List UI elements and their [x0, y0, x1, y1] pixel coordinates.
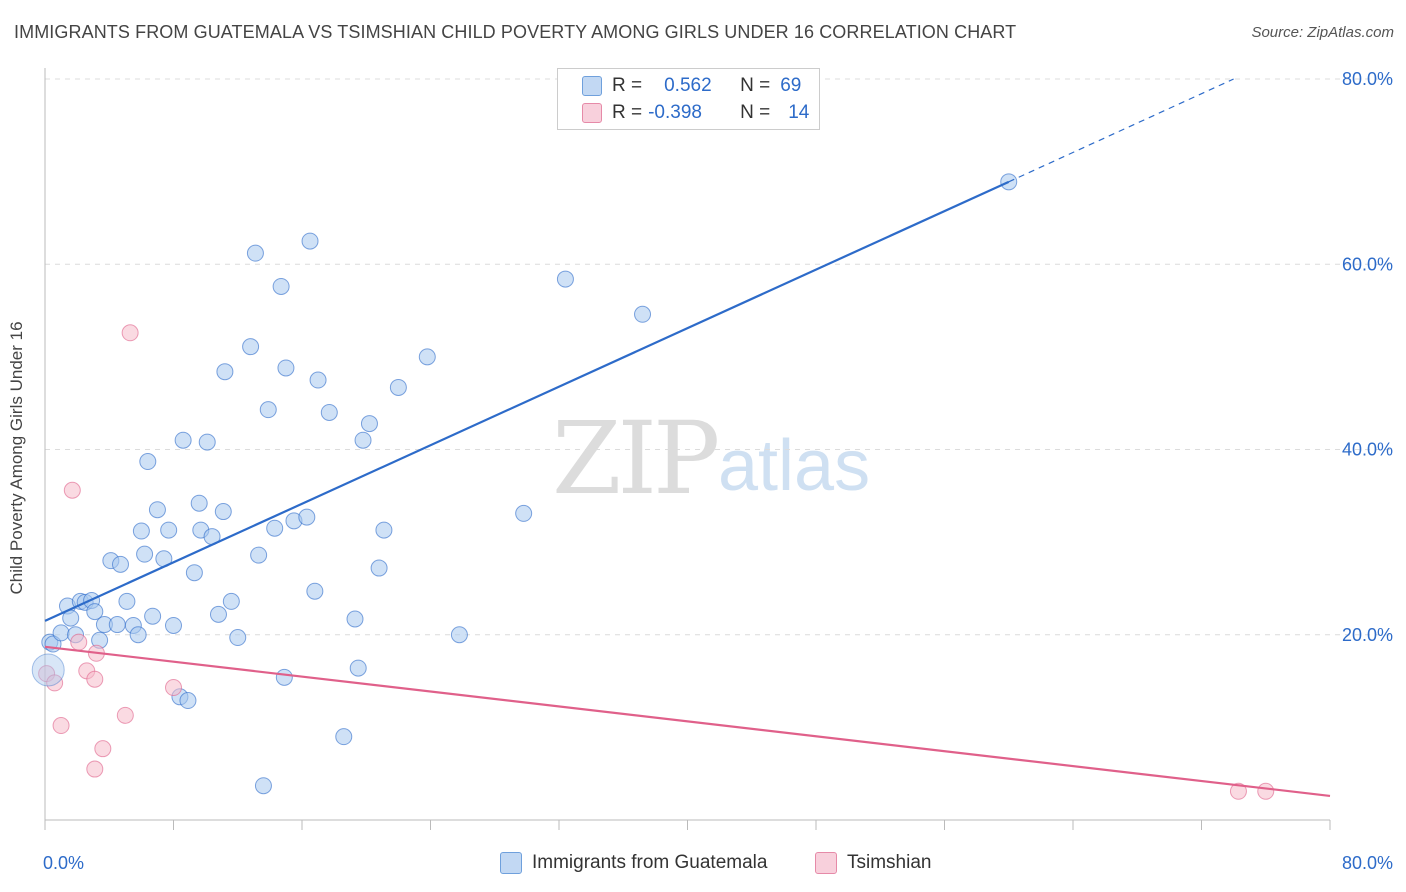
guatemala-point [222, 592, 240, 610]
legend-n-label: N = [740, 75, 771, 96]
chart-title: IMMIGRANTS FROM GUATEMALA VS TSIMSHIAN C… [14, 22, 1017, 42]
guatemala-point [174, 431, 192, 449]
guatemala-point [229, 629, 247, 647]
guatemala-point [272, 277, 290, 295]
guatemala-point [266, 519, 284, 537]
guatemala-point [259, 401, 277, 419]
legend-r-value: 0.562 [664, 75, 712, 96]
series-label-guatemala: Immigrants from Guatemala [532, 852, 768, 873]
guatemala-point [139, 453, 157, 471]
guatemala-point [306, 582, 324, 600]
guatemala-point [354, 431, 372, 449]
series-legend-tsimshian[interactable]: Tsimshian [815, 852, 931, 874]
tsimshian-point [52, 717, 70, 735]
legend-n-label: N = [740, 102, 771, 123]
correlation-legend: R = 0.562 N = 69 R = -0.398 N = 14 [557, 68, 820, 130]
guatemala-point [634, 305, 652, 323]
y-tick-label: 80.0% [1342, 69, 1393, 89]
guatemala-point [275, 668, 293, 686]
guatemala-point [136, 545, 154, 563]
tsimshian-point [46, 674, 64, 692]
legend-r-label: R = [612, 75, 643, 96]
tsimshian-point [94, 740, 112, 758]
guatemala-point [31, 653, 65, 687]
guatemala-point [250, 546, 268, 564]
guatemala-point [450, 626, 468, 644]
legend-r-value: -0.398 [648, 102, 702, 123]
tsimshian-point [86, 670, 104, 688]
guatemala-point [160, 521, 178, 539]
watermark-zip: ZIP [552, 400, 720, 517]
tsimshian-point [116, 706, 134, 724]
guatemala-point [254, 777, 272, 795]
tsimshian-point [63, 481, 81, 499]
guatemala-point [148, 501, 166, 519]
legend-swatch-guatemala [582, 76, 602, 96]
y-tick-label: 40.0% [1342, 440, 1393, 460]
legend-row-tsimshian: R = -0.398 N = 14 [582, 100, 809, 126]
legend-r-label: R = [612, 102, 643, 123]
legend-swatch-tsimshian [582, 103, 602, 123]
guatemala-point [375, 521, 393, 539]
guatemala-point [301, 232, 319, 250]
guatemala-point [144, 607, 162, 625]
guatemala-point [389, 378, 407, 396]
legend-n-value: 14 [788, 102, 810, 123]
source-credit: Source: ZipAtlas.com [1251, 24, 1394, 41]
guatemala-point [86, 603, 104, 621]
series-swatch-guatemala [500, 852, 522, 874]
tsimshian-trendline [44, 645, 1331, 798]
guatemala-point [165, 616, 182, 634]
tsimshian-point [1257, 782, 1275, 800]
y-tick-label: 20.0% [1342, 625, 1393, 645]
guatemala-point [216, 363, 234, 381]
guatemala-point [179, 692, 197, 710]
series-legend: Immigrants from Guatemala Tsimshian [0, 852, 1406, 878]
guatemala-point [298, 508, 316, 526]
guatemala-trendline-extension [1008, 78, 1234, 183]
guatemala-point [209, 605, 227, 623]
series-label-tsimshian: Tsimshian [847, 852, 932, 873]
guatemala-point [111, 555, 129, 573]
guatemala-point [349, 659, 367, 677]
guatemala-point [360, 415, 378, 433]
tsimshian-point [1229, 782, 1247, 800]
y-tick-label: 60.0% [1342, 254, 1393, 274]
guatemala-point [132, 522, 150, 540]
x-tick-label: 0.0% [43, 853, 84, 873]
guatemala-point [190, 494, 208, 512]
guatemala-point [320, 403, 338, 421]
x-tick-label: 80.0% [1342, 853, 1393, 873]
guatemala-point [556, 270, 574, 288]
guatemala-point [242, 338, 260, 356]
guatemala-point [129, 626, 147, 644]
guatemala-point [214, 503, 232, 521]
guatemala-point [309, 371, 327, 389]
guatemala-point [246, 244, 264, 262]
guatemala-point [277, 359, 295, 377]
tsimshian-point [70, 633, 88, 651]
guatemala-trendline [44, 180, 1010, 622]
guatemala-point [418, 348, 436, 366]
guatemala-point [198, 433, 216, 451]
guatemala-point [185, 564, 203, 582]
legend-n-value: 69 [780, 75, 802, 96]
series-legend-guatemala[interactable]: Immigrants from Guatemala [500, 852, 767, 874]
guatemala-point [335, 728, 353, 746]
guatemala-point [346, 610, 364, 628]
tsimshian-point [121, 324, 139, 342]
tsimshian-point [86, 760, 104, 778]
guatemala-point [52, 624, 70, 642]
legend-row-guatemala: R = 0.562 N = 69 [582, 73, 801, 99]
tsimshian-point [165, 679, 182, 697]
guatemala-point [370, 559, 388, 577]
watermark-atlas: atlas [718, 426, 871, 506]
series-swatch-tsimshian [815, 852, 837, 874]
guatemala-point [515, 504, 533, 522]
guatemala-point [118, 592, 136, 610]
guatemala-point [108, 616, 126, 634]
